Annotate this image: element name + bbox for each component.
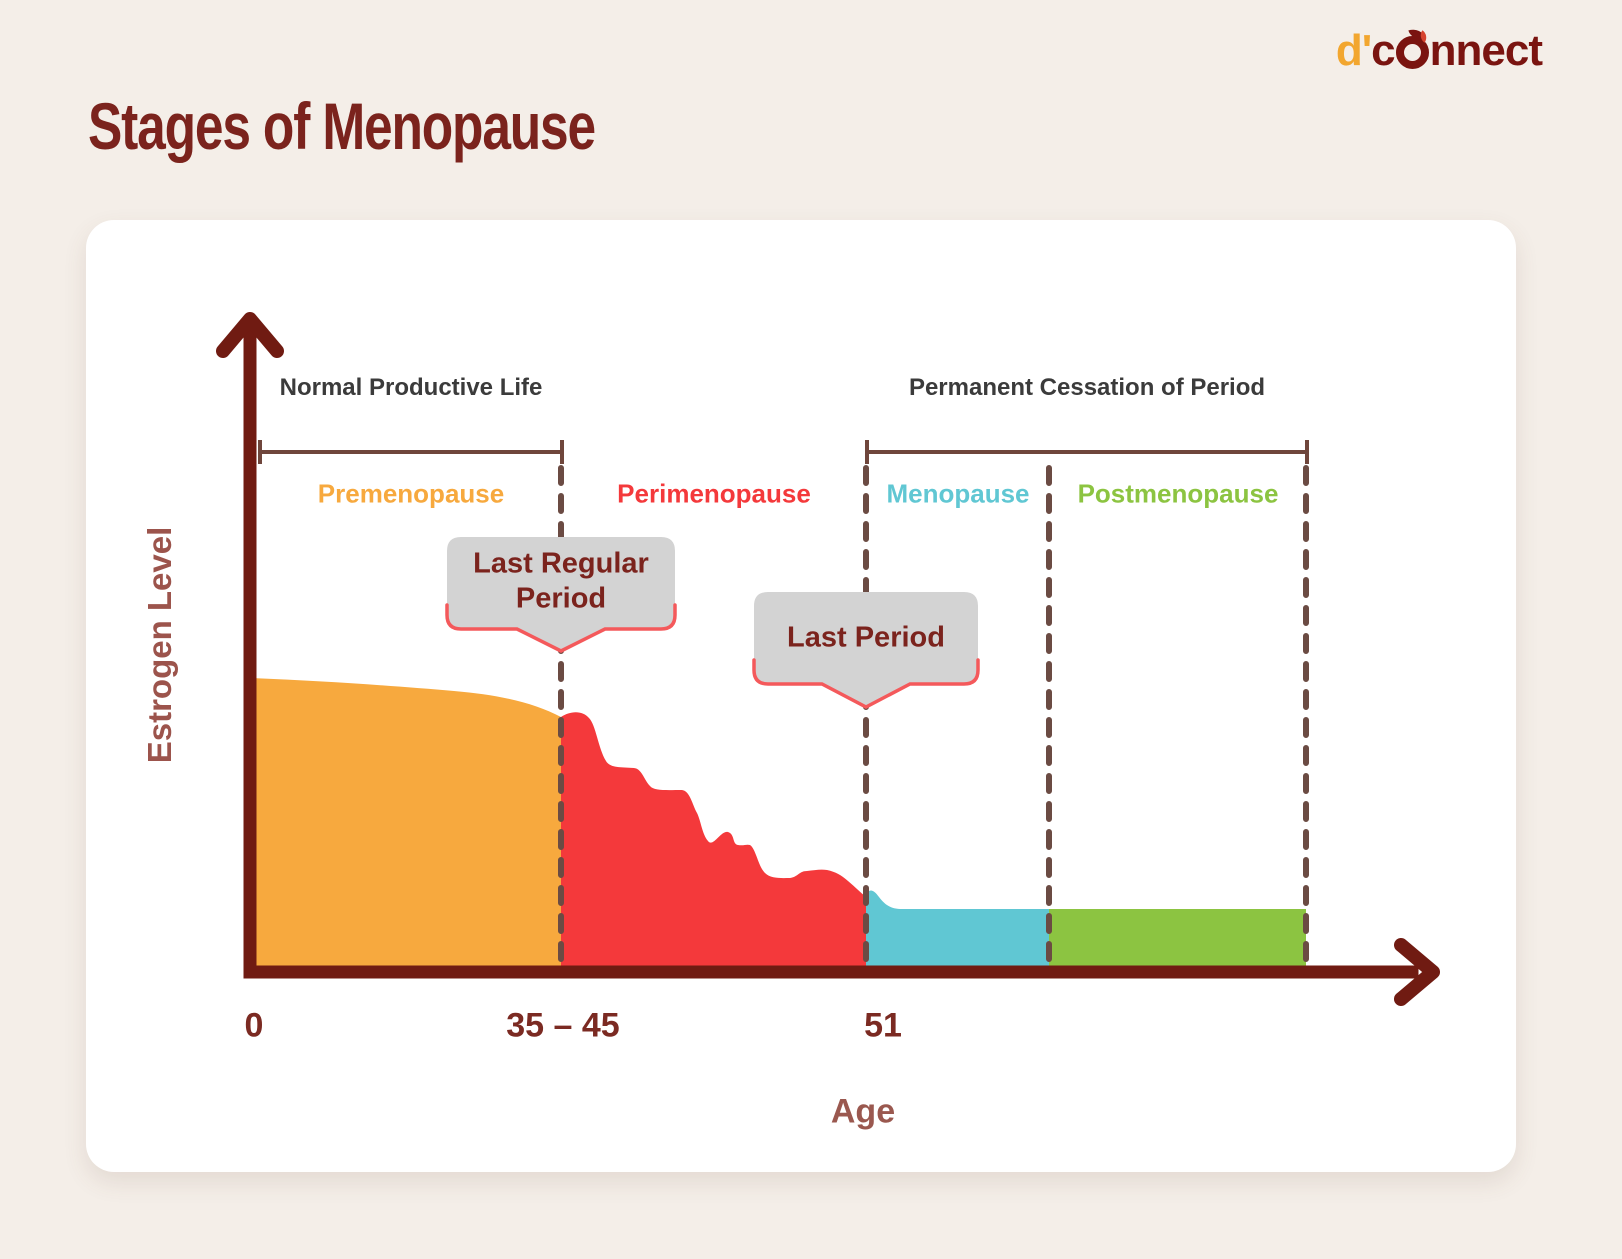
x-axis-title: Age [830,1092,896,1131]
logo-c: c [1371,26,1396,75]
perimenopause-label: Perimenopause [617,478,811,509]
premenopause-area [250,678,561,972]
premenopause-label: Premenopause [317,478,505,509]
last-period-callout [752,592,980,709]
last-regular-period-callout [445,537,677,653]
perimenopause-area [561,712,866,972]
menopause-area [866,890,1049,972]
last-period-text: Last Period [787,621,945,654]
normal-productive-life-bracket [258,440,564,464]
normal-productive-life-label: Normal Productive Life [279,374,543,401]
menopause-label: Menopause [886,478,1030,509]
menopause-stages-chart [216,312,1440,1006]
x-tick-0: 0 [244,1006,264,1045]
permanent-cessation-label: Permanent Cessation of Period [908,374,1266,401]
x-axis-arrow-icon [1394,938,1440,1006]
y-axis-arrow-icon [216,312,284,358]
logo-d-apostrophe: d' [1335,26,1372,75]
permanent-cessation-bracket [865,440,1309,464]
y-axis-title: Estrogen Level [141,526,178,764]
last-regular-period-text: Last Regular Period [473,547,649,615]
page-title: Stages of Menopause [88,89,596,163]
axes [216,312,1440,1006]
postmenopause-label: Postmenopause [1077,478,1279,509]
logo-pomegranate-o-icon [1395,26,1430,69]
dconnect-logo: d'c nnect [1335,26,1543,76]
chart-card: Normal Productive Life Permanent Cessati… [86,220,1516,1172]
postmenopause-area [1049,909,1306,972]
x-tick-51: 51 [864,1006,902,1045]
x-tick-35-45: 35 – 45 [506,1006,620,1045]
logo-nnect: nnect [1429,26,1543,75]
